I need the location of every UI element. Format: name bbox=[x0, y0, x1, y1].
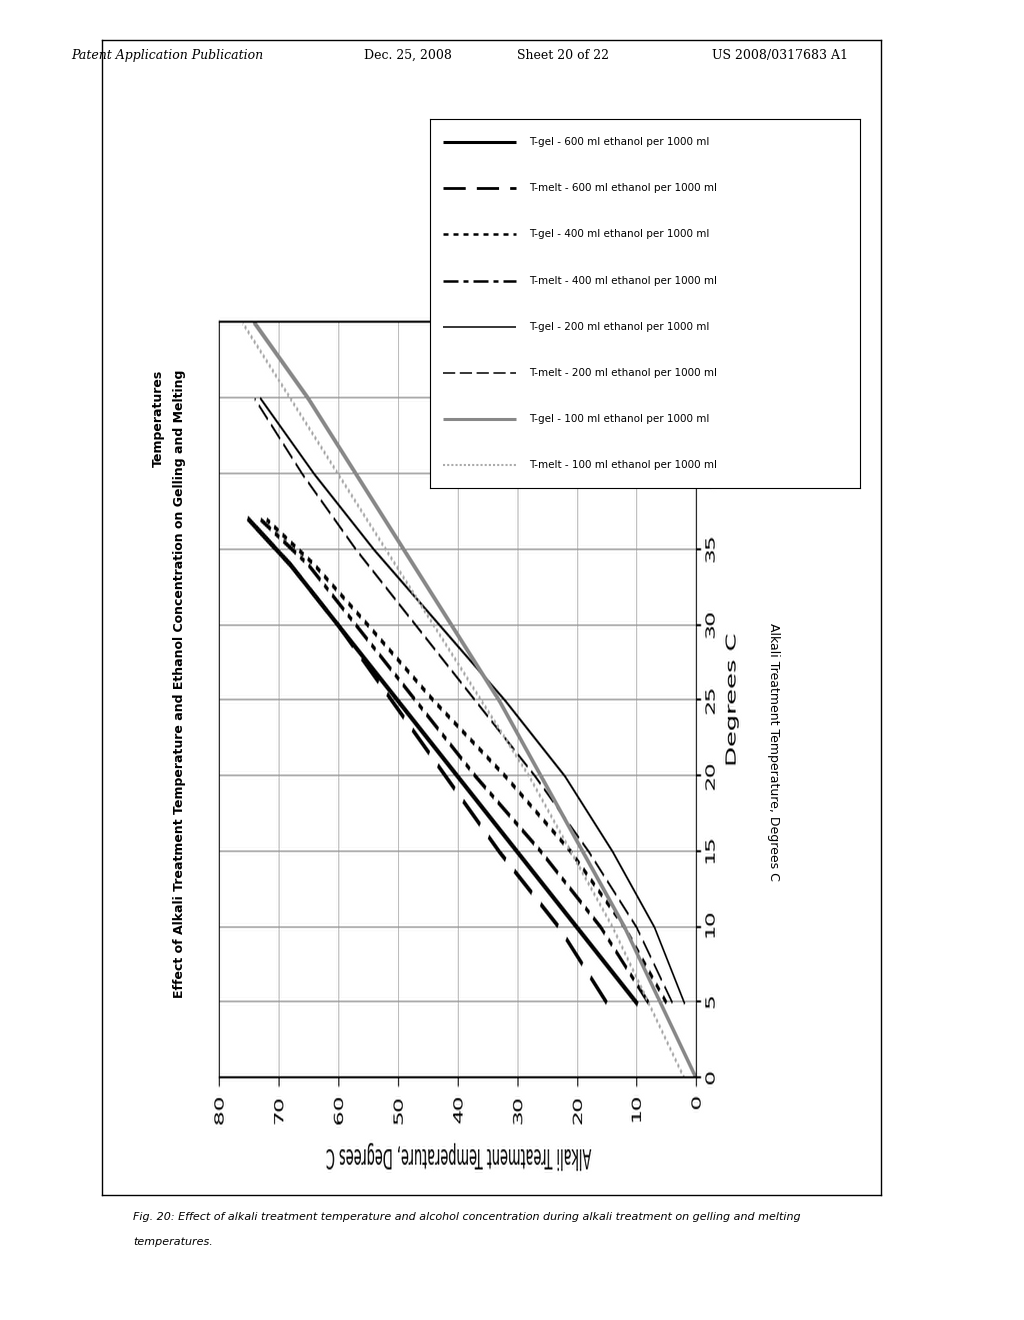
Text: Effect of Alkali Treatment Temperature and Ethanol Concentration on Gelling and : Effect of Alkali Treatment Temperature a… bbox=[173, 370, 185, 998]
Text: T-gel - 200 ml ethanol per 1000 ml: T-gel - 200 ml ethanol per 1000 ml bbox=[529, 322, 710, 331]
Text: T-melt - 600 ml ethanol per 1000 ml: T-melt - 600 ml ethanol per 1000 ml bbox=[529, 183, 717, 193]
Text: T-gel - 100 ml ethanol per 1000 ml: T-gel - 100 ml ethanol per 1000 ml bbox=[529, 414, 710, 424]
Text: T-gel - 600 ml ethanol per 1000 ml: T-gel - 600 ml ethanol per 1000 ml bbox=[529, 137, 710, 147]
Text: Fig. 20: Effect of alkali treatment temperature and alcohol concentration during: Fig. 20: Effect of alkali treatment temp… bbox=[133, 1212, 801, 1222]
Text: T-gel - 400 ml ethanol per 1000 ml: T-gel - 400 ml ethanol per 1000 ml bbox=[529, 230, 710, 239]
Text: T-melt - 400 ml ethanol per 1000 ml: T-melt - 400 ml ethanol per 1000 ml bbox=[529, 276, 717, 285]
Text: Dec. 25, 2008: Dec. 25, 2008 bbox=[364, 49, 452, 62]
Text: temperatures.: temperatures. bbox=[133, 1237, 213, 1247]
Text: T-melt - 100 ml ethanol per 1000 ml: T-melt - 100 ml ethanol per 1000 ml bbox=[529, 461, 717, 470]
Text: T-melt - 200 ml ethanol per 1000 ml: T-melt - 200 ml ethanol per 1000 ml bbox=[529, 368, 717, 378]
Text: Patent Application Publication: Patent Application Publication bbox=[72, 49, 264, 62]
Text: Sheet 20 of 22: Sheet 20 of 22 bbox=[517, 49, 609, 62]
Text: US 2008/0317683 A1: US 2008/0317683 A1 bbox=[712, 49, 848, 62]
Text: Alkali Treatment Temperature, Degrees C: Alkali Treatment Temperature, Degrees C bbox=[767, 623, 779, 882]
Text: Temperatures: Temperatures bbox=[153, 370, 165, 467]
